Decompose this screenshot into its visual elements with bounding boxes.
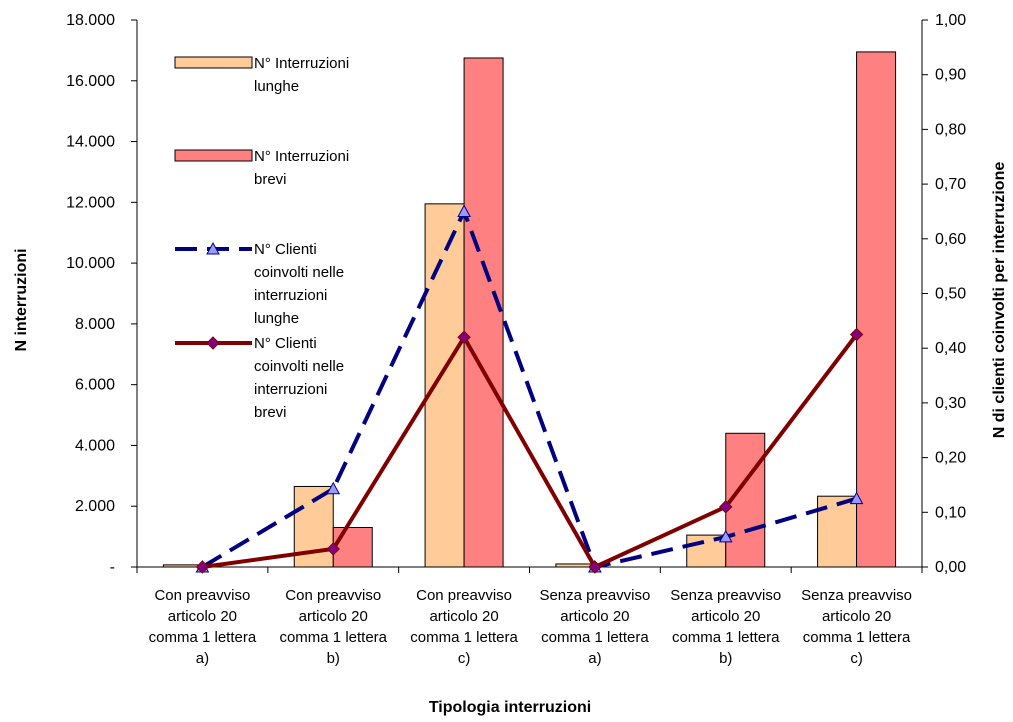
right-tick-label: 0,30: [935, 395, 966, 412]
x-category-label: articolo 20: [429, 608, 498, 625]
bar: [332, 526, 373, 568]
left-tick-label: 6.000: [75, 377, 115, 394]
legend-swatch: [174, 149, 253, 162]
x-category-label: b): [327, 650, 340, 667]
line-marker: [588, 560, 602, 574]
bar: [424, 203, 465, 568]
right-tick-label: 0,00: [935, 559, 966, 576]
x-category-label: a): [588, 650, 601, 667]
x-category-label: Con preavviso: [285, 587, 381, 604]
series-line: [201, 206, 858, 570]
x-category-label: comma 1 lettera: [279, 629, 387, 646]
right-tick-label: 0,10: [935, 504, 966, 521]
legend-marker: [206, 241, 220, 255]
legend-label: brevi: [254, 171, 287, 188]
line-marker: [457, 204, 471, 217]
legend-label: N° Interruzioni: [254, 148, 349, 165]
left-tick-label: 14.000: [66, 134, 115, 151]
x-category-label: Con preavviso: [154, 587, 250, 604]
legend-swatch: [174, 56, 253, 69]
legend-label: N° Interruzioni: [254, 55, 349, 72]
right-tick-label: 0,80: [935, 121, 966, 138]
x-category-label: Senza preavviso: [670, 587, 781, 604]
left-tick-label: 12.000: [66, 194, 115, 211]
legend-marker: [206, 336, 220, 350]
x-axis-title: Tipologia interruzioni: [429, 699, 591, 716]
left-tick-label: 2.000: [75, 498, 115, 515]
x-category-label: articolo 20: [168, 608, 237, 625]
x-category-label: Senza preavviso: [539, 587, 650, 604]
legend-label: N° Clienti: [254, 335, 317, 352]
x-category-label: comma 1 lettera: [541, 629, 649, 646]
right-axis-title: N di clienti coinvolti per interruzione: [991, 162, 1008, 439]
legend-label: interruzioni: [254, 381, 327, 398]
right-tick-label: 0,50: [935, 286, 966, 303]
x-category-label: a): [196, 650, 209, 667]
left-tick-label: 8.000: [75, 316, 115, 333]
legend-label: lunghe: [254, 310, 299, 327]
x-category-label: comma 1 lettera: [803, 629, 911, 646]
x-category-label: b): [719, 650, 732, 667]
line-marker: [849, 327, 864, 342]
right-tick-label: 0,70: [935, 176, 966, 193]
line-marker: [326, 481, 341, 495]
x-category-label: articolo 20: [560, 608, 629, 625]
right-tick-label: 0,60: [935, 231, 966, 248]
line-marker: [457, 330, 471, 344]
left-tick-label: -: [110, 559, 115, 576]
x-category-label: comma 1 lettera: [149, 629, 257, 646]
right-tick-label: 0,90: [935, 67, 966, 84]
left-tick-label: 18.000: [66, 12, 115, 29]
x-category-label: comma 1 lettera: [672, 629, 780, 646]
right-tick-label: 0,20: [935, 450, 966, 467]
right-tick-label: 1,00: [935, 12, 966, 29]
series-line: [202, 333, 859, 570]
x-category-label: articolo 20: [822, 608, 891, 625]
legend-label: coinvolti nelle: [254, 358, 344, 375]
bar: [463, 57, 504, 568]
legend-label: lunghe: [254, 78, 299, 95]
line-marker: [326, 542, 340, 556]
x-category-label: c): [850, 650, 863, 667]
x-category-label: Senza preavviso: [801, 587, 912, 604]
x-category-label: Con preavviso: [416, 587, 512, 604]
legend-label: interruzioni: [254, 287, 327, 304]
legend-label: brevi: [254, 404, 287, 421]
line-marker: [719, 500, 733, 514]
x-category-label: articolo 20: [691, 608, 760, 625]
bar: [856, 51, 897, 568]
x-category-label: comma 1 lettera: [410, 629, 518, 646]
line-marker: [849, 491, 864, 505]
left-tick-label: 4.000: [75, 437, 115, 454]
x-category-label: articolo 20: [299, 608, 368, 625]
left-axis-title: N interruzioni: [13, 248, 30, 351]
line-marker: [195, 560, 210, 574]
legend-label: N° Clienti: [254, 241, 317, 258]
x-category-label: c): [458, 650, 471, 667]
legend-label: coinvolti nelle: [254, 264, 344, 281]
line-marker: [718, 529, 733, 543]
left-tick-label: 10.000: [66, 255, 115, 272]
right-tick-label: 0,40: [935, 340, 966, 357]
left-tick-label: 16.000: [66, 73, 115, 90]
